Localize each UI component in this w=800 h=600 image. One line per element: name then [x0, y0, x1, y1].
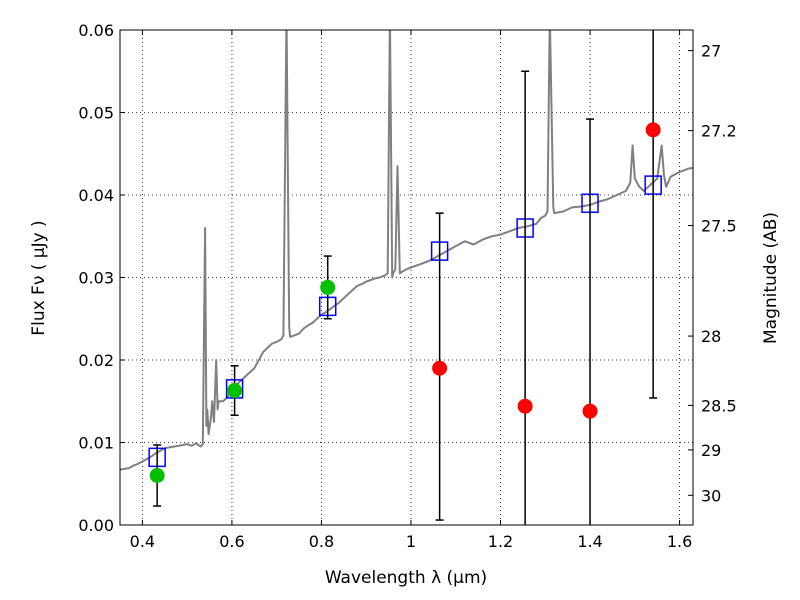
- x-tick-label: 1.4: [577, 532, 602, 551]
- y-axis-label: Flux Fν ( μJy ): [29, 220, 49, 335]
- detection-point: [149, 468, 165, 483]
- y-right-axis-label: Magnitude (AB): [761, 212, 781, 344]
- x-tick-label: 0.4: [130, 532, 155, 551]
- right-tick-label: 27.2: [701, 122, 737, 141]
- x-tick-label: 1: [406, 532, 416, 551]
- y-tick-label: 0.06: [78, 21, 114, 40]
- y-tick-label: 0.00: [78, 516, 114, 535]
- x-tick-label: 0.6: [219, 532, 244, 551]
- y-tick-label: 0.01: [78, 434, 114, 453]
- detection-point: [227, 383, 243, 399]
- right-tick-label: 27: [701, 42, 721, 61]
- right-tick-label: 29: [701, 441, 721, 460]
- y-tick-label: 0.04: [78, 186, 114, 205]
- right-tick-label: 27.5: [701, 217, 737, 236]
- axes: 0.4 0.6 0.8 1 1.2 1.4 1.6 0.00 0.01 0.02 0.03 0.04 0…: [78, 21, 736, 551]
- data-layer: [120, 30, 693, 525]
- spectrum-line: [120, 30, 693, 471]
- x-axis-label: Wavelength λ (μm): [325, 568, 487, 588]
- x-tick-label: 1.2: [488, 532, 513, 551]
- x-tick-label: 0.8: [309, 532, 334, 551]
- y-tick-label: 0.05: [78, 104, 114, 123]
- nondetection-point: [582, 403, 598, 419]
- nondetection-point: [645, 122, 661, 138]
- right-tick-label: 30: [701, 486, 721, 505]
- y-tick-label: 0.03: [78, 269, 114, 288]
- plot-area: [120, 30, 693, 525]
- x-tick-label: 1.6: [667, 532, 692, 551]
- nondetection-point: [517, 398, 533, 414]
- nondetection-point: [432, 360, 448, 376]
- detection-point: [320, 279, 336, 295]
- right-tick-label: 28: [701, 327, 721, 346]
- y-tick-label: 0.02: [78, 351, 114, 370]
- right-tick-label: 28.5: [701, 396, 737, 415]
